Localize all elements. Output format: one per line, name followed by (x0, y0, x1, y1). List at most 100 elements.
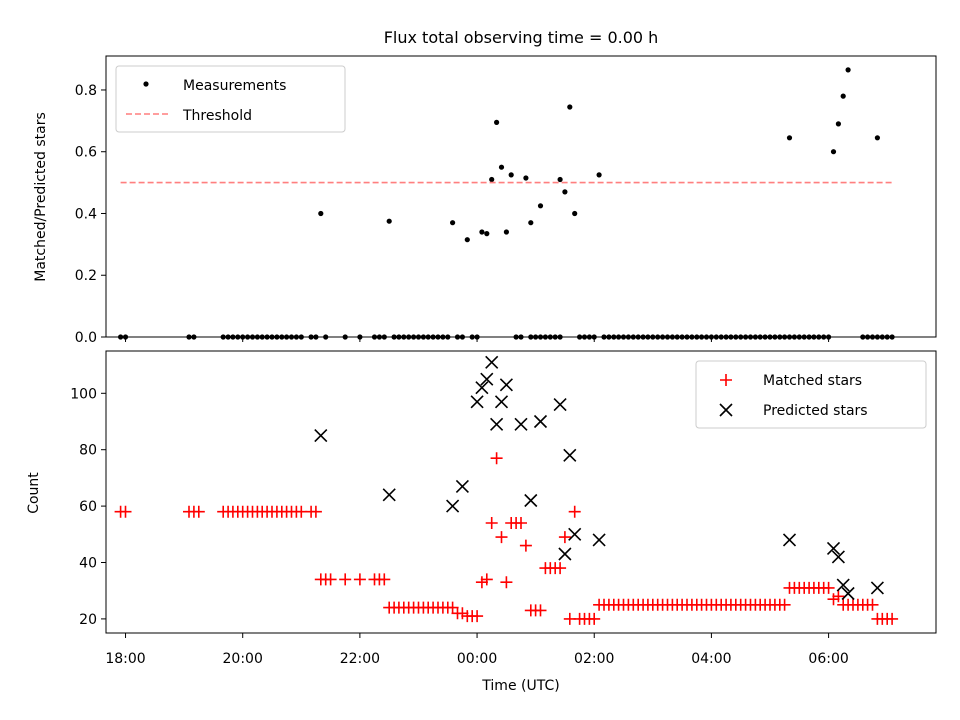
bottom-y-tick-label: 40 (79, 556, 97, 572)
bottom-panel: 20 40 60 80 100 18:00 20:00 22:00 00:00 02:00 04:… (26, 350, 937, 694)
predicted-star-point (485, 355, 499, 369)
matched-star-point (339, 573, 352, 586)
predicted-star-point (514, 417, 528, 431)
bottom-plot-marks (114, 355, 899, 625)
bottom-legend: Matched stars Predicted stars (695, 360, 927, 429)
predicted-star-point (314, 429, 328, 443)
x-tick-label: 20:00 (223, 651, 263, 667)
matched-star-point (480, 573, 493, 586)
measurement-point (464, 237, 470, 243)
matched-star-point (485, 517, 498, 529)
measurements-legend-label: Measurements (183, 78, 286, 94)
measurement-point (786, 135, 793, 141)
predicted-star-point (499, 378, 513, 392)
top-y-tick-label: 0.6 (75, 145, 97, 161)
predicted-star-point (782, 533, 797, 547)
matched-star-point (827, 593, 840, 606)
predicted-star-point (533, 414, 548, 429)
predicted-star-point (494, 395, 509, 409)
measurement-point (479, 229, 485, 235)
x-axis-label: Time (UTC) (481, 678, 559, 694)
matched-star-point (446, 601, 459, 614)
predicted-star-point (480, 372, 494, 386)
predicted-star-point (470, 395, 484, 409)
measurement-point (567, 104, 573, 110)
top-y-axis: 0.0 0.2 0.4 0.6 0.8 (75, 83, 106, 346)
predicted-star-point (558, 547, 572, 561)
top-plot-frame (105, 55, 937, 338)
bottom-y-axis-label: Count (26, 472, 42, 514)
predicted-star-point (831, 550, 845, 564)
predicted-star-point (524, 493, 538, 508)
matched-star-point (119, 505, 132, 518)
matched-star-point (554, 562, 567, 575)
measurement-point (562, 189, 568, 195)
predicted-star-point (568, 527, 582, 541)
bottom-y-tick-label: 80 (79, 443, 97, 459)
predicted-star-point (382, 488, 396, 502)
matched-star-point (568, 505, 581, 518)
x-tick-label: 06:00 (808, 651, 848, 667)
predicted-star-point (455, 479, 469, 493)
bottom-y-tick-label: 20 (79, 612, 97, 628)
matched-star-point (471, 610, 484, 623)
measurement-point (318, 210, 324, 217)
matched-star-point (558, 531, 571, 544)
predicted-stars-legend-marker (719, 403, 733, 417)
measurement-point (450, 220, 456, 226)
top-x-ticks (125, 337, 830, 342)
predicted-star-point (870, 581, 884, 595)
measurement-point (489, 176, 495, 183)
matched-star-point (309, 505, 322, 518)
matched-star-point (832, 590, 845, 603)
measurement-point (494, 119, 500, 125)
measurements-legend-marker (143, 81, 149, 87)
predicted-star-point (446, 499, 460, 513)
matched-star-point (475, 576, 488, 589)
matched-star-point (500, 576, 513, 589)
matched-star-point (588, 612, 601, 625)
predicted-star-point (836, 578, 850, 592)
measurement-point (835, 121, 842, 127)
predicted-stars-legend-label: Predicted stars (763, 403, 868, 419)
predicted-star-point (592, 533, 606, 547)
matched-star-point (866, 598, 879, 611)
top-panel: 0.00.20.40.60.8 Matched/Predicted stars … (33, 55, 937, 346)
matched-star-point (353, 573, 366, 586)
bottom-y-axis: 20 40 60 80 100 (70, 386, 106, 628)
bottom-legend-box (695, 360, 927, 429)
matched-stars-legend-label: Matched stars (763, 373, 862, 389)
measurement-point (484, 231, 490, 237)
predicted-star-point (553, 398, 567, 412)
measurement-point (830, 149, 837, 155)
top-y-tick-label: 0.2 (75, 268, 97, 284)
bottom-y-tick-label: 60 (79, 499, 97, 515)
measurement-point (557, 176, 563, 183)
top-legend-box (115, 65, 346, 133)
measurement-point (528, 220, 534, 226)
top-y-axis-label: Matched/Predicted stars (33, 112, 49, 282)
matched-star-point (778, 598, 791, 611)
x-tick-label: 04:00 (691, 651, 731, 667)
matched-star-point (519, 539, 532, 552)
top-legend: Measurements Threshold (115, 65, 346, 133)
measurement-point (503, 229, 509, 235)
measurement-point (572, 210, 578, 217)
predicted-star-point (841, 586, 855, 601)
matched-star-point (515, 517, 527, 529)
x-tick-label: 02:00 (574, 651, 614, 667)
matched-star-point (456, 607, 469, 620)
bottom-x-axis: 18:00 20:00 22:00 00:00 02:00 04:00 06:00 (105, 633, 849, 667)
matched-stars-legend-marker (720, 374, 732, 386)
bottom-y-tick-label: 100 (70, 386, 97, 402)
x-tick-label: 00:00 (457, 651, 497, 667)
x-tick-label: 22:00 (340, 651, 380, 667)
measurement-point (386, 218, 392, 224)
matched-star-point (886, 612, 899, 625)
measurement-point (498, 164, 505, 170)
matched-star-point (378, 573, 391, 586)
measurement-point (523, 175, 529, 181)
top-y-tick-label: 0.8 (75, 83, 97, 99)
top-y-tick-label: 0.4 (75, 206, 97, 222)
